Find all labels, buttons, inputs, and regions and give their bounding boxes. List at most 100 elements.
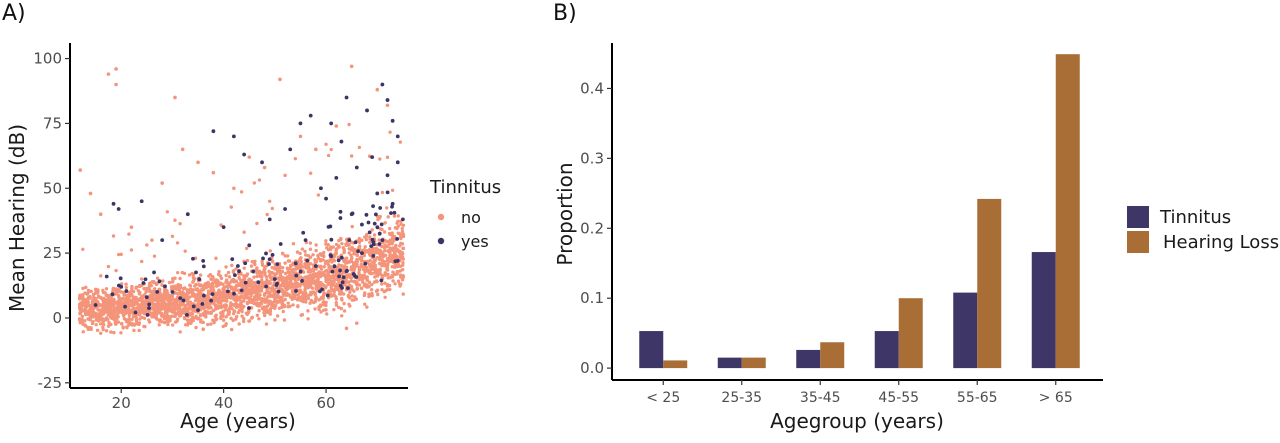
scatter-point-no — [332, 277, 337, 281]
scatter-point-no — [188, 284, 193, 288]
scatter-point-no — [219, 316, 223, 321]
scatter-point-yes — [390, 201, 395, 206]
scatter-point-no — [367, 294, 371, 299]
scatter-point-no — [172, 308, 177, 312]
scatter-point-no — [267, 269, 271, 274]
scatter-point-no — [214, 318, 218, 322]
scatter-point-no — [169, 298, 174, 302]
scatter-point-no — [340, 314, 344, 318]
scatter-point-no — [211, 281, 215, 285]
scatter-point-no — [214, 256, 218, 260]
scatter-point-no — [288, 282, 292, 286]
scatter-point-no — [334, 124, 339, 128]
scatter-point-no — [268, 281, 272, 285]
scatter-point-no — [226, 270, 231, 275]
scatter-point-no — [401, 261, 405, 265]
scatter-point-no — [226, 285, 230, 290]
scatter-point-yes — [371, 253, 376, 258]
x-axis-ticks-b: < 25 25-35 35-45 45-55 55-65 > 65 — [646, 380, 1073, 406]
scatter-point-no — [367, 280, 372, 284]
scatter-point-no — [268, 199, 272, 204]
scatter-point-no — [252, 301, 256, 306]
scatter-point-no — [130, 293, 134, 297]
scatter-point-no — [365, 265, 369, 270]
scatter-point-yes — [339, 139, 344, 144]
scatter-point-no — [262, 313, 267, 318]
scatter-point-yes — [389, 211, 393, 216]
scatter-point-no — [232, 309, 237, 314]
scatter-point-no — [177, 305, 182, 309]
scatter-point-no — [339, 263, 344, 268]
scatter-point-no — [388, 130, 392, 134]
scatter-point-yes — [344, 95, 349, 100]
legend-label-no: no — [461, 208, 481, 227]
scatter-point-no — [377, 238, 381, 242]
scatter-point-no — [400, 226, 404, 231]
x-tick-label: 55-65 — [957, 390, 998, 406]
scatter-point-no — [355, 287, 359, 291]
scatter-point-no — [400, 278, 405, 282]
scatter-point-no — [298, 251, 302, 256]
scatter-point-no — [283, 254, 288, 258]
scatter-point-no — [363, 291, 367, 295]
scatter-point-no — [193, 277, 197, 281]
scatter-point-yes — [235, 264, 240, 268]
scatter-point-no — [334, 249, 338, 254]
scatter-point-no — [150, 289, 154, 294]
scatter-point-no — [336, 255, 340, 260]
scatter-point-no — [306, 309, 310, 313]
scatter-point-no — [235, 314, 239, 319]
scatter-point-no — [190, 293, 195, 297]
scatter-point-no — [288, 279, 293, 284]
scatter-point-no — [124, 282, 128, 286]
scatter-point-no — [383, 295, 387, 299]
scatter-point-no — [260, 259, 264, 264]
scatter-point-no — [277, 267, 282, 271]
scatter-point-yes — [116, 207, 121, 211]
bar-hearing-loss — [898, 298, 923, 369]
x-tick-label: 60 — [317, 394, 336, 412]
scatter-point-no — [173, 95, 177, 100]
scatter-point-no — [281, 309, 285, 314]
scatter-point-no — [401, 257, 405, 261]
scatter-point-no — [268, 312, 273, 316]
scatter-point-no — [124, 310, 128, 314]
scatter-point-no — [178, 222, 182, 226]
scatter-point-no — [260, 270, 264, 275]
scatter-point-no — [213, 291, 218, 295]
scatter-point-no — [213, 303, 218, 307]
scatter-point-no — [101, 317, 105, 321]
scatter-point-no — [385, 287, 389, 292]
y-tick-label: 0.3 — [580, 149, 604, 167]
scatter-point-yes — [163, 284, 167, 289]
scatter-point-no — [152, 289, 157, 293]
scatter-point-no — [355, 257, 359, 262]
scatter-point-no — [326, 153, 331, 158]
scatter-point-no — [217, 269, 221, 274]
scatter-point-no — [224, 304, 228, 309]
scatter-point-yes — [294, 273, 299, 278]
bar-series — [639, 54, 1080, 369]
scatter-point-no — [298, 134, 303, 139]
scatter-point-no — [308, 241, 313, 245]
scatter-point-no — [347, 122, 351, 127]
scatter-point-no — [395, 226, 399, 231]
scatter-point-no — [272, 287, 276, 292]
scatter-point-no — [342, 292, 346, 296]
scatter-point-no — [342, 301, 346, 306]
scatter-point-no — [229, 327, 234, 332]
scatter-point-no — [95, 291, 100, 295]
scatter-point-yes — [367, 230, 372, 235]
scatter-point-no — [168, 318, 172, 323]
scatter-point-no — [291, 241, 296, 246]
scatter-point-no — [102, 323, 106, 327]
scatter-point-no — [106, 297, 111, 301]
scatter-point-no — [308, 171, 313, 175]
scatter-point-no — [252, 181, 257, 185]
scatter-point-no — [237, 322, 241, 326]
scatter-point-no — [155, 317, 159, 321]
scatter-point-yes — [239, 288, 244, 293]
scatter-point-yes — [380, 82, 385, 87]
scatter-point-no — [183, 316, 187, 321]
scatter-point-no — [368, 258, 372, 263]
